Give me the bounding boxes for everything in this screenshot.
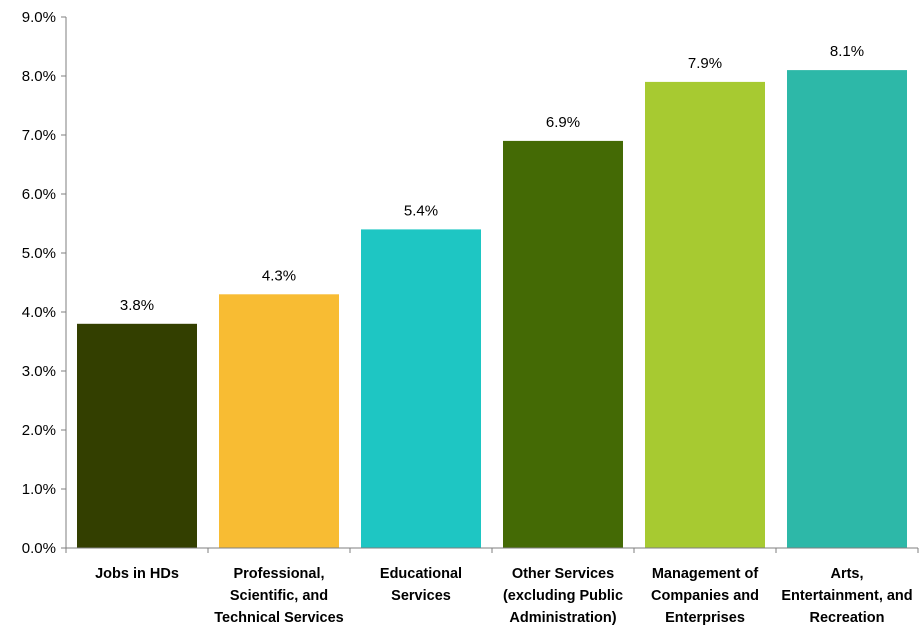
x-tick-label-line: Enterprises xyxy=(665,610,745,626)
data-label: 8.1% xyxy=(830,43,864,60)
x-tick-label-line: Professional, xyxy=(233,566,324,582)
data-labels: 3.8% 4.3% 5.4% 6.9% 7.9% 8.1% xyxy=(120,43,864,314)
data-label: 5.4% xyxy=(404,202,438,219)
x-tick-label: Arts, Entertainment, and Recreation xyxy=(781,566,912,626)
y-tick-label: 3.0% xyxy=(22,363,56,380)
y-tick-label: 0.0% xyxy=(22,540,56,557)
x-tick-label-line: Arts, xyxy=(830,566,863,582)
y-tick-label: 8.0% xyxy=(22,68,56,85)
x-axis: Jobs in HDs Professional, Scientific, and T… xyxy=(65,547,919,626)
bar xyxy=(787,70,907,548)
x-tick-label-line: Administration) xyxy=(509,610,616,626)
bar xyxy=(77,323,197,548)
y-axis: 0.0% 1.0% 2.0% 3.0% 4.0% 5.0% 6.0% 7.0% 8.0% 9.0% xyxy=(22,9,67,557)
y-tick-label: 5.0% xyxy=(22,245,56,262)
x-tick-label-line: Recreation xyxy=(810,610,885,626)
data-label: 3.8% xyxy=(120,297,154,314)
x-tick-label-line: Services xyxy=(391,588,451,604)
data-label: 4.3% xyxy=(262,267,296,284)
x-tick-label-line: Other Services xyxy=(512,566,614,582)
bar xyxy=(645,81,765,549)
x-tick-label-line: Management of xyxy=(652,566,759,582)
bar xyxy=(361,229,481,548)
x-tick-label: Other Services (excluding Public Administr… xyxy=(503,566,623,626)
y-tick-label: 1.0% xyxy=(22,481,56,498)
x-tick-label-line: (excluding Public xyxy=(503,588,623,604)
y-tick-label: 2.0% xyxy=(22,422,56,439)
y-tick-label: 6.0% xyxy=(22,186,56,203)
data-label: 7.9% xyxy=(688,55,722,72)
x-tick-label-line: Technical Services xyxy=(214,610,344,626)
x-tick-label-line: Entertainment, and xyxy=(781,588,912,604)
x-tick-label: Professional, Scientific, and Technical Se… xyxy=(214,566,344,626)
y-tick-label: 4.0% xyxy=(22,304,56,321)
x-tick-label: Management of Companies and Enterprises xyxy=(651,566,759,626)
x-tick-label-line: Scientific, and xyxy=(230,588,328,604)
x-tick-label-line: Companies and xyxy=(651,588,759,604)
bar xyxy=(503,140,623,548)
y-tick-label: 9.0% xyxy=(22,9,56,26)
x-tick-label: Jobs in HDs xyxy=(95,566,179,582)
x-tick-label: Educational Services xyxy=(380,566,462,604)
x-tick-label-line: Jobs in HDs xyxy=(95,566,179,582)
data-label: 6.9% xyxy=(546,114,580,131)
y-tick-label: 7.0% xyxy=(22,127,56,144)
x-tick-label-line: Educational xyxy=(380,566,462,582)
bar xyxy=(219,294,339,548)
bars xyxy=(77,70,907,549)
